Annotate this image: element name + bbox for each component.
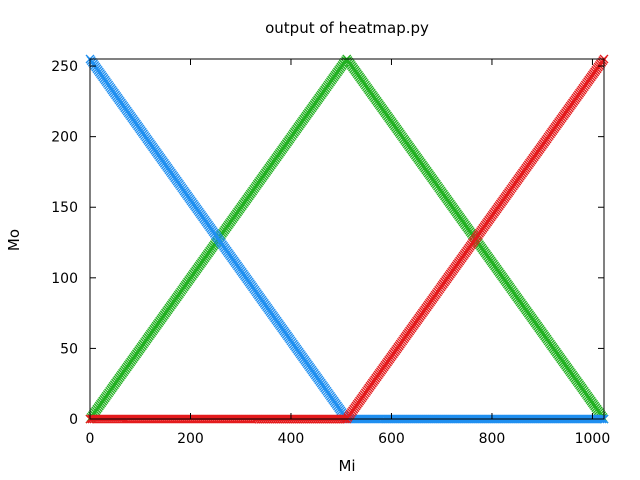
x-tick-label: 600: [378, 431, 405, 447]
y-tick-label: 50: [60, 341, 78, 357]
series-markers: [85, 54, 609, 424]
series-layer: [85, 54, 609, 424]
series-line: [85, 54, 609, 424]
y-tick-label: 250: [51, 59, 78, 75]
series-line: [85, 54, 609, 424]
series-markers: [85, 54, 609, 424]
y-tick-label: 0: [69, 412, 78, 428]
y-axis-title: Mo: [5, 229, 23, 251]
y-tick-label: 200: [51, 130, 78, 146]
y-tick-label: 150: [51, 200, 78, 216]
x-axis-title: Mi: [338, 457, 355, 475]
x-tick-label: 400: [278, 431, 305, 447]
series-line: [85, 54, 609, 424]
x-tick-label: 200: [177, 431, 204, 447]
plot-frame: [89, 58, 605, 420]
y-tick-label: 100: [51, 271, 78, 287]
chart-title: output of heatmap.py: [265, 19, 429, 37]
series-markers: [85, 54, 609, 424]
x-tick-label: 800: [479, 431, 506, 447]
x-tick-label: 1000: [575, 431, 611, 447]
x-tick-label: 0: [86, 431, 95, 447]
tick-layer: 0 200 400 600 800 1000 0 50 100 150 200 250: [51, 59, 610, 447]
